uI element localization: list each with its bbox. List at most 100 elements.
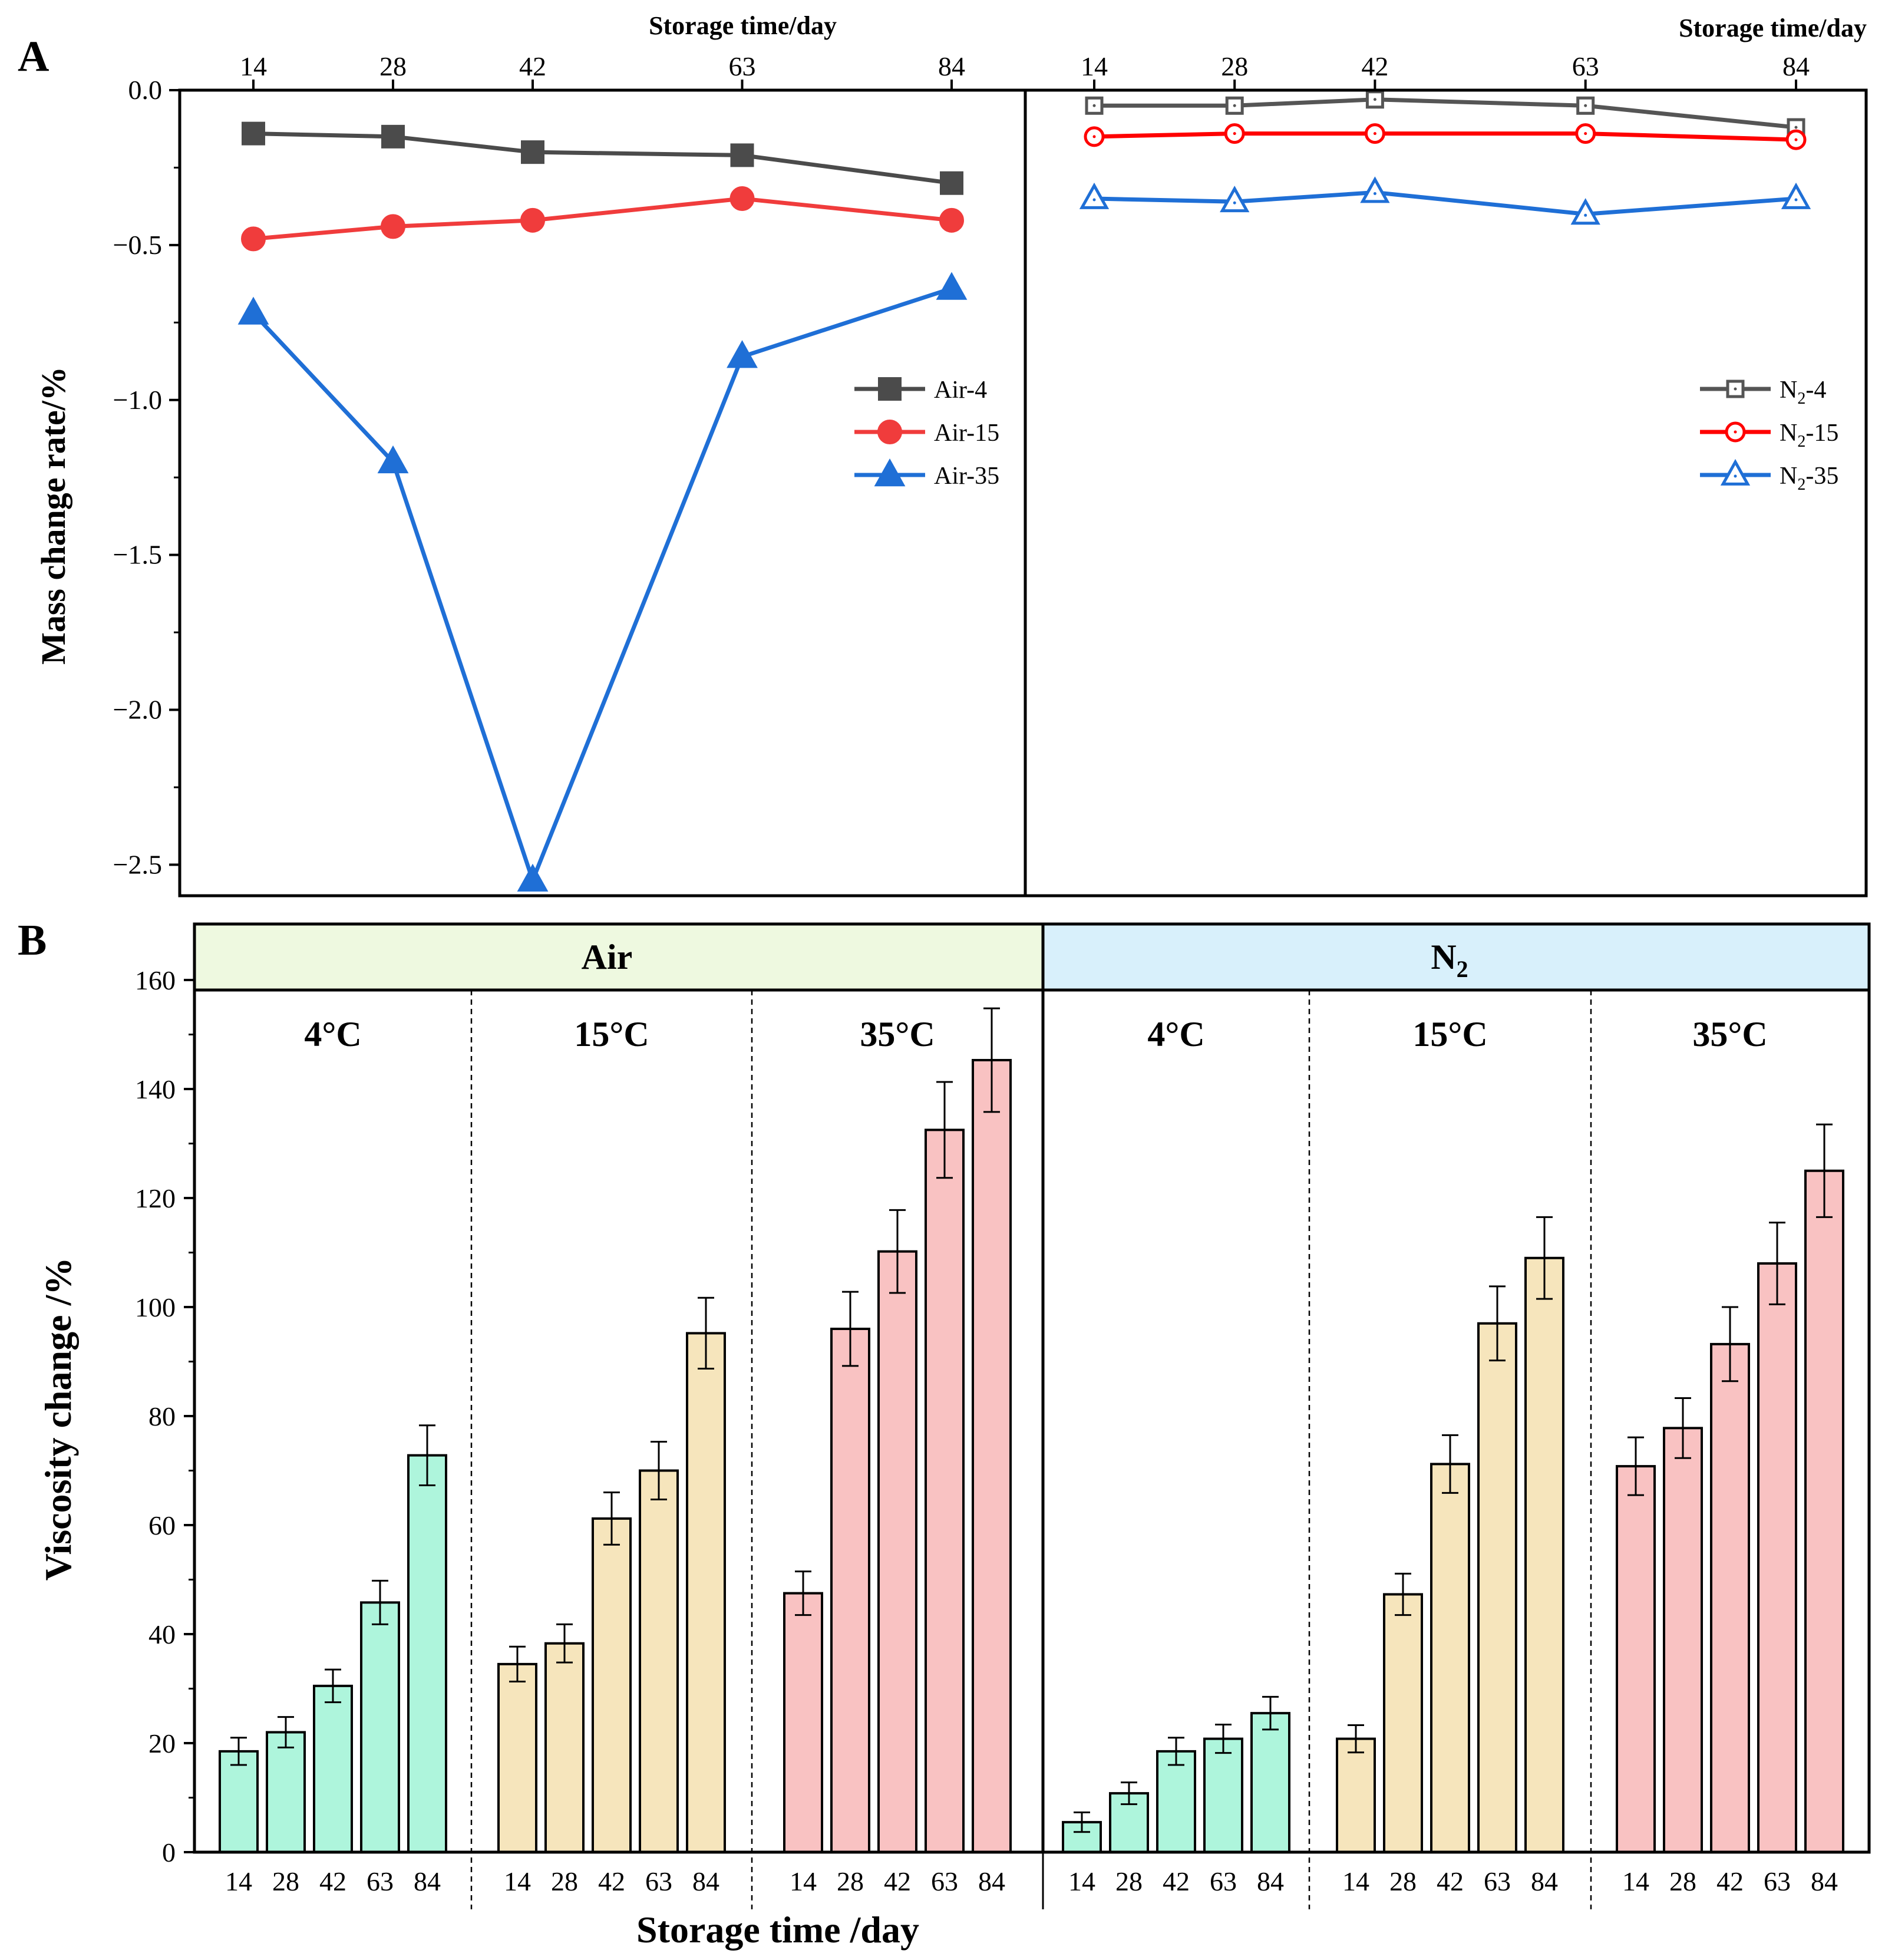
top-x-tick-label-left: 63 (729, 51, 756, 81)
bar (1710, 1342, 1750, 1853)
data-point-n-4-dot (1584, 104, 1587, 107)
data-point-air-4 (940, 171, 963, 195)
x-tick-label: 28 (551, 1866, 578, 1896)
band-n2-label: N2 (1431, 938, 1468, 982)
x-tick-label: 42 (1437, 1866, 1464, 1896)
data-point-n-4-dot (1794, 126, 1798, 129)
data-point-n-35-dot (1584, 213, 1587, 217)
data-point-air-4 (730, 143, 754, 167)
legend-label: N2-4 (1780, 377, 1826, 408)
x-tick-label: 84 (1257, 1866, 1284, 1896)
y-tick-label: 40 (148, 1619, 176, 1649)
data-point-air-35 (377, 445, 409, 474)
series-line-n-4 (1094, 97, 1797, 130)
data-point-n-35 (1220, 186, 1250, 213)
y-tick-label: 160 (135, 965, 176, 995)
bar (544, 1642, 585, 1854)
data-point-air-4 (381, 124, 405, 149)
panel-b: B Air N2 Viscosity change /% Storage tim… (18, 916, 1871, 1951)
bar (972, 1058, 1012, 1853)
temperature-label: 35°C (1692, 1015, 1767, 1054)
bar (1062, 1821, 1102, 1853)
legend-marker-dot (1734, 474, 1737, 478)
bar (407, 1454, 447, 1854)
y-tick-label: −0.5 (113, 230, 162, 260)
legend-marker (878, 377, 902, 401)
data-point-air-15 (241, 226, 266, 252)
legend-label: N2-15 (1780, 420, 1838, 451)
bar (1804, 1169, 1844, 1853)
top-x-tick-label-right: 14 (1081, 51, 1108, 81)
bar (1524, 1256, 1564, 1853)
y-tick-label: 120 (135, 1183, 176, 1213)
x-tick-label: 42 (884, 1866, 911, 1896)
panel-a-top-axis-title-left: Storage time/day (649, 11, 837, 40)
bar (219, 1750, 259, 1853)
data-point-n-35-dot (1092, 198, 1096, 202)
x-tick-label: 63 (931, 1866, 958, 1896)
data-point-air-15 (381, 214, 405, 239)
bar (1336, 1737, 1376, 1854)
data-point-air-4 (521, 140, 544, 164)
bar (1663, 1427, 1703, 1854)
x-tick-label: 42 (1716, 1866, 1744, 1896)
top-x-tick-label-right: 63 (1572, 51, 1599, 81)
x-tick-label: 28 (837, 1866, 864, 1896)
temperature-label: 4°C (304, 1015, 361, 1054)
data-point-n-15-dot (1794, 138, 1798, 141)
data-point-n-15-dot (1092, 135, 1096, 138)
bar (1757, 1262, 1797, 1853)
bar (783, 1592, 823, 1853)
top-x-tick-label-right: 42 (1361, 51, 1388, 81)
bar (266, 1731, 306, 1853)
x-tick-label: 63 (1764, 1866, 1791, 1896)
temperature-label: 35°C (860, 1015, 935, 1054)
data-point-n-4-dot (1092, 104, 1096, 107)
y-tick-label: −1.5 (113, 540, 162, 570)
x-tick-label: 63 (1210, 1866, 1237, 1896)
panel-b-x-axis-title: Storage time /day (636, 1909, 919, 1951)
y-tick-label: 20 (148, 1728, 176, 1758)
legend-marker (874, 458, 906, 487)
legend-marker (1720, 458, 1751, 486)
bar (592, 1517, 632, 1853)
x-tick-label: 42 (598, 1866, 625, 1896)
data-point-n-4-dot (1373, 98, 1376, 101)
top-x-tick-label-right: 28 (1221, 51, 1248, 81)
x-tick-label: 28 (1389, 1866, 1417, 1896)
data-point-air-35 (727, 340, 758, 368)
data-point-n-35-dot (1373, 192, 1376, 196)
data-point-n-15-dot (1584, 132, 1587, 136)
series-line-air-35 (252, 286, 953, 886)
x-tick-label: 14 (1342, 1866, 1369, 1896)
band-air-label: Air (582, 938, 633, 976)
x-tick-label: 14 (790, 1866, 817, 1896)
bar (1430, 1463, 1470, 1853)
temperature-label: 4°C (1147, 1015, 1204, 1054)
panel-a-y-axis-title: Mass change rate/% (34, 367, 72, 665)
top-x-tick-label-right: 84 (1782, 51, 1810, 81)
y-tick-label: 0 (162, 1837, 176, 1867)
data-point-n-35 (1570, 198, 1600, 225)
series-line-air-4 (253, 131, 952, 186)
bar (1203, 1737, 1243, 1854)
y-tick-label: −2.0 (113, 695, 162, 725)
series-line-n-35 (1094, 190, 1797, 216)
temperature-label: 15°C (1412, 1015, 1487, 1054)
x-tick-label: 84 (692, 1866, 719, 1896)
x-tick-label: 14 (1068, 1866, 1095, 1896)
data-point-air-15 (520, 207, 545, 233)
top-x-tick-label-left: 14 (240, 51, 267, 81)
legend-marker (877, 420, 902, 444)
data-point-air-4 (242, 121, 265, 146)
panel-a-top-axis-title-right: Storage time/day (1679, 14, 1867, 42)
data-point-n-35-dot (1794, 198, 1798, 202)
data-point-n-4-dot (1233, 104, 1236, 107)
x-tick-label: 14 (504, 1866, 531, 1896)
data-point-n-4 (1365, 90, 1384, 109)
data-point-n-35-dot (1233, 201, 1236, 204)
legend-label: N2-35 (1780, 463, 1838, 494)
bar (1250, 1712, 1290, 1853)
legend-label: Air-15 (934, 420, 999, 447)
bar (313, 1684, 353, 1853)
